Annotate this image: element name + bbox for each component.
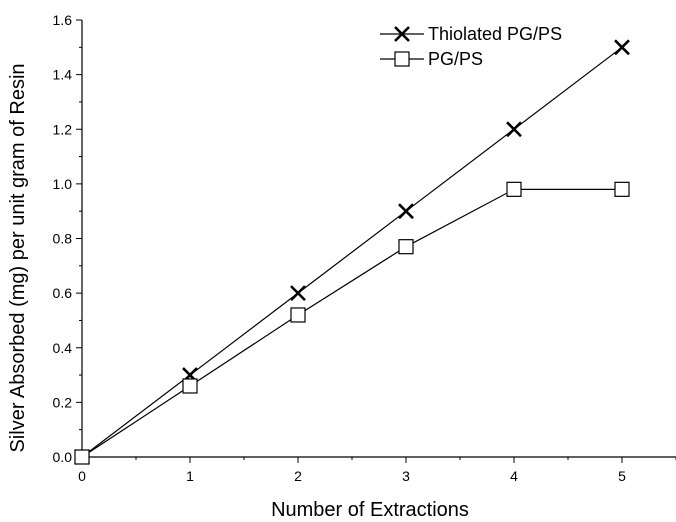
legend-label: PG/PS	[428, 49, 483, 69]
data-point	[506, 181, 522, 197]
series-line	[81, 188, 622, 458]
y-tick-label: 1.0	[53, 176, 73, 192]
y-tick-label: 0.4	[53, 340, 73, 356]
marker-stroke	[614, 39, 630, 56]
data-point	[74, 449, 90, 465]
series-thiolated-pg-ps	[74, 39, 630, 465]
series-layer	[74, 39, 630, 465]
legend-item: Thiolated PG/PS	[380, 24, 562, 44]
legend-item: PG/PS	[380, 49, 483, 69]
data-point	[614, 39, 630, 56]
data-point	[398, 239, 414, 255]
axis-ticks: 0 1 2 3 4 5 0.0 0.2 0.4 0.6 0.8 1.0 1.2 1.4 1.6	[53, 12, 676, 484]
legend-marker	[394, 26, 410, 42]
data-point	[290, 307, 306, 323]
x-tick-label: 2	[294, 468, 302, 484]
marker-stroke	[398, 203, 414, 220]
y-tick-label: 0.8	[53, 231, 73, 247]
y-tick-label: 0.0	[53, 449, 73, 465]
series-line	[81, 46, 623, 458]
x-tick-label: 4	[510, 468, 518, 484]
marker-stroke	[506, 121, 522, 138]
legend-marker	[394, 51, 410, 67]
data-point	[614, 181, 630, 197]
y-tick-label: 1.4	[53, 67, 73, 83]
data-point	[290, 285, 306, 302]
marker-stroke	[394, 26, 410, 42]
data-point	[398, 203, 414, 220]
y-tick-label: 1.2	[53, 121, 73, 137]
x-axis-label: Number of Extractions	[271, 499, 469, 521]
y-tick-label: 0.2	[53, 394, 73, 410]
legend-label: Thiolated PG/PS	[428, 24, 562, 44]
series-pg-ps	[74, 181, 630, 465]
x-tick-label: 0	[78, 468, 86, 484]
marker-stroke	[290, 285, 306, 302]
x-tick-label: 3	[402, 468, 410, 484]
plot-axes	[81, 20, 676, 458]
data-point	[506, 121, 522, 138]
legend: Thiolated PG/PS PG/PS	[380, 24, 562, 69]
y-axis-label: Silver Absorbed (mg) per unit gram of Re…	[7, 63, 29, 452]
y-tick-label: 0.6	[53, 285, 73, 301]
x-tick-label: 5	[618, 468, 626, 484]
y-tick-label: 1.6	[53, 12, 73, 28]
data-point	[182, 378, 198, 394]
x-tick-label: 1	[186, 468, 194, 484]
